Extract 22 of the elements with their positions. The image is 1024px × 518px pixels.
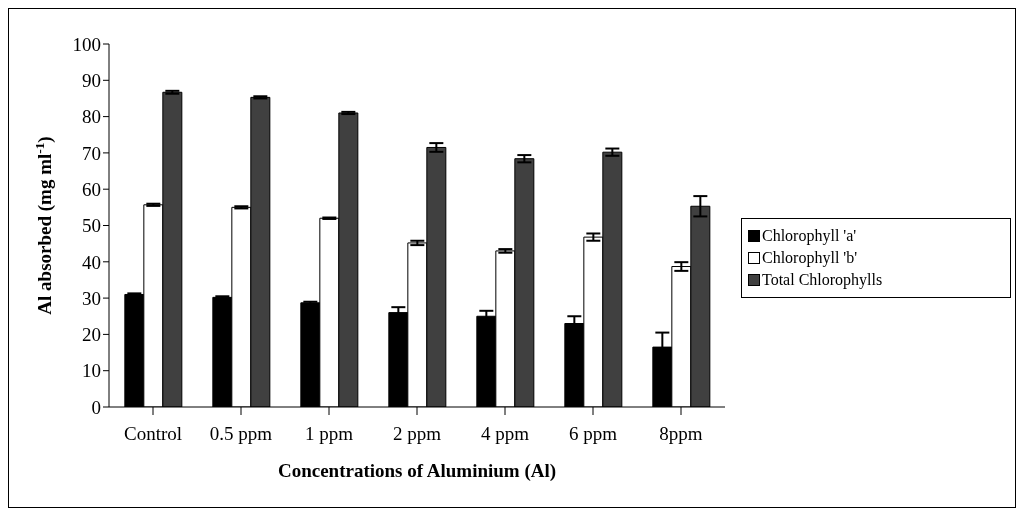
y-tick-label: 40: [82, 251, 101, 273]
x-tick-label: Control: [123, 423, 183, 445]
x-tick-label: 4 ppm: [480, 423, 530, 445]
y-tick-label: 100: [72, 33, 101, 55]
x-tick-label: 8ppm: [659, 423, 703, 445]
legend-label: Total Chlorophylls: [762, 271, 883, 289]
x-tick-label: 6 ppm: [568, 423, 618, 445]
y-tick-label: 70: [82, 142, 101, 164]
y-tick-label: 30: [82, 287, 101, 309]
x-tick-label: 1 ppm: [304, 423, 354, 445]
y-tick-label: 50: [82, 215, 101, 237]
y-tick-label: 90: [82, 70, 101, 92]
y-tick-label: 80: [82, 106, 101, 128]
legend-label: Chlorophyll 'b': [762, 249, 858, 267]
y-tick-label: 60: [82, 178, 101, 200]
y-tick-label: 0: [91, 396, 101, 418]
y-tick-label: 10: [82, 360, 101, 382]
x-tick-label: 2 ppm: [392, 423, 442, 445]
y-tick-label: 20: [82, 324, 101, 346]
legend-label: Chlorophyll 'a': [762, 227, 857, 245]
x-tick-label: 0.5 ppm: [209, 423, 273, 445]
x-axis-title: Concentrations of Aluminium (Al): [277, 460, 557, 482]
